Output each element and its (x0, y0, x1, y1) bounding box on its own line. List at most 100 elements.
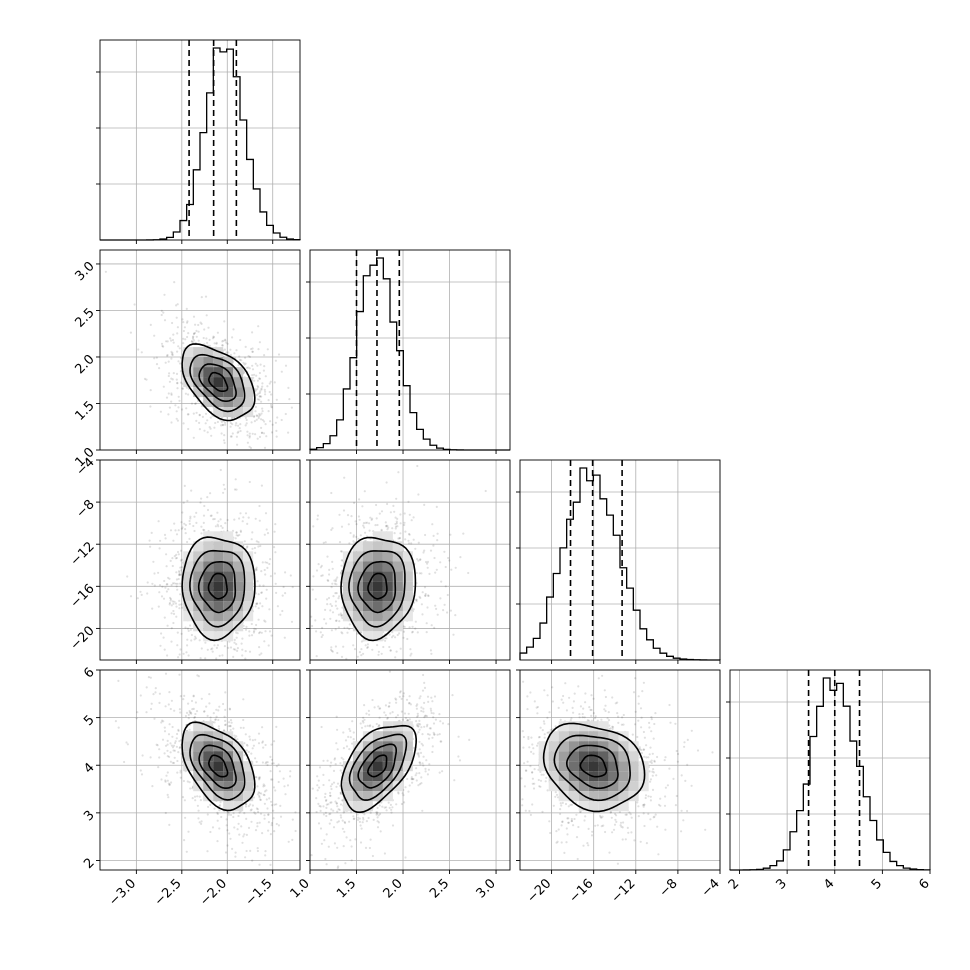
scatter-point (255, 414, 258, 417)
density-cell (402, 601, 413, 612)
scatter-point (250, 421, 253, 424)
scatter-point (237, 814, 240, 818)
scatter-point (183, 839, 186, 842)
scatter-point (181, 796, 185, 799)
scatter-point (421, 809, 424, 812)
scatter-point (157, 605, 160, 608)
scatter-point (242, 361, 245, 364)
density-cell (213, 761, 224, 772)
scatter-point (169, 707, 172, 711)
scatter-point (418, 783, 422, 786)
scatter-point (235, 531, 238, 534)
scatter-point (409, 654, 412, 657)
scatter-point (450, 568, 453, 571)
scatter-point (190, 340, 194, 343)
scatter-point (137, 348, 140, 351)
scatter-point (426, 562, 429, 565)
scatter-point (420, 726, 423, 729)
scatter-point (362, 522, 365, 525)
scatter-point (224, 708, 227, 712)
scatter-point (360, 631, 363, 634)
scatter-point (206, 648, 209, 651)
density-cell (233, 387, 244, 398)
scatter-point (275, 822, 278, 826)
scatter-point (338, 808, 341, 812)
scatter-point (148, 539, 151, 542)
scatter-point (173, 749, 176, 752)
scatter-point (191, 787, 194, 790)
density-cell (243, 771, 254, 782)
scatter-point (233, 826, 236, 829)
scatter-point (611, 696, 614, 699)
scatter-point (244, 803, 247, 806)
scatter-point (444, 585, 447, 588)
scatter-point (320, 635, 323, 639)
scatter-point (195, 419, 198, 422)
scatter-point (391, 527, 394, 530)
scatter-point (645, 842, 649, 845)
scatter-point (283, 785, 286, 788)
scatter-point (431, 736, 434, 739)
scatter-point (251, 547, 254, 550)
scatter-point (419, 596, 422, 600)
scatter-point (157, 766, 160, 769)
scatter-point (263, 533, 266, 536)
scatter-point (329, 648, 333, 651)
scatter-point (329, 801, 332, 804)
density-cell (223, 771, 234, 782)
scatter-point (330, 629, 333, 632)
scatter-point (319, 631, 322, 634)
scatter-point (330, 808, 333, 811)
scatter-point (221, 340, 224, 343)
scatter-point (257, 417, 260, 420)
scatter-point (431, 523, 434, 526)
density-cell (382, 561, 393, 572)
scatter-point (389, 649, 392, 652)
density-cell (183, 731, 194, 742)
scatter-point (187, 713, 190, 717)
density-cell (382, 611, 393, 622)
density-cell (223, 561, 234, 572)
scatter-point (266, 385, 269, 388)
scatter-point (238, 358, 242, 361)
density-cell (233, 561, 244, 572)
scatter-point (203, 328, 206, 331)
scatter-point (256, 602, 259, 606)
scatter-point (263, 420, 266, 423)
scatter-point (388, 806, 391, 810)
density-cell (342, 791, 353, 802)
scatter-point (234, 851, 237, 854)
scatter-point (335, 742, 338, 745)
scatter-point (282, 777, 285, 780)
scatter-point (125, 741, 128, 744)
scatter-point (247, 826, 251, 830)
density-cell (243, 397, 254, 408)
scatter-point (222, 491, 225, 494)
scatter-point (168, 603, 171, 606)
scatter-point (224, 723, 227, 727)
scatter-point (266, 532, 270, 535)
scatter-point (184, 626, 187, 629)
scatter-point (168, 823, 171, 827)
scatter-point (195, 511, 198, 514)
scatter-point (284, 793, 287, 796)
scatter-point (209, 427, 212, 430)
scatter-point (265, 761, 268, 764)
density-cell (243, 387, 254, 398)
scatter-point (277, 763, 280, 766)
scatter-point (345, 836, 348, 839)
scatter-point (209, 803, 212, 807)
scatter-point (359, 824, 362, 827)
scatter-point (185, 307, 188, 310)
scatter-point (261, 385, 264, 388)
scatter-point (194, 635, 197, 638)
scatter-point (178, 599, 181, 603)
scatter-point (341, 616, 344, 620)
scatter-point (430, 696, 433, 699)
scatter-point (423, 503, 426, 506)
scatter-point (248, 435, 251, 438)
x-tick-label: 3.0 (474, 876, 499, 901)
contour-line (181, 343, 256, 422)
density-cell (372, 761, 383, 772)
density-cell (193, 387, 204, 398)
